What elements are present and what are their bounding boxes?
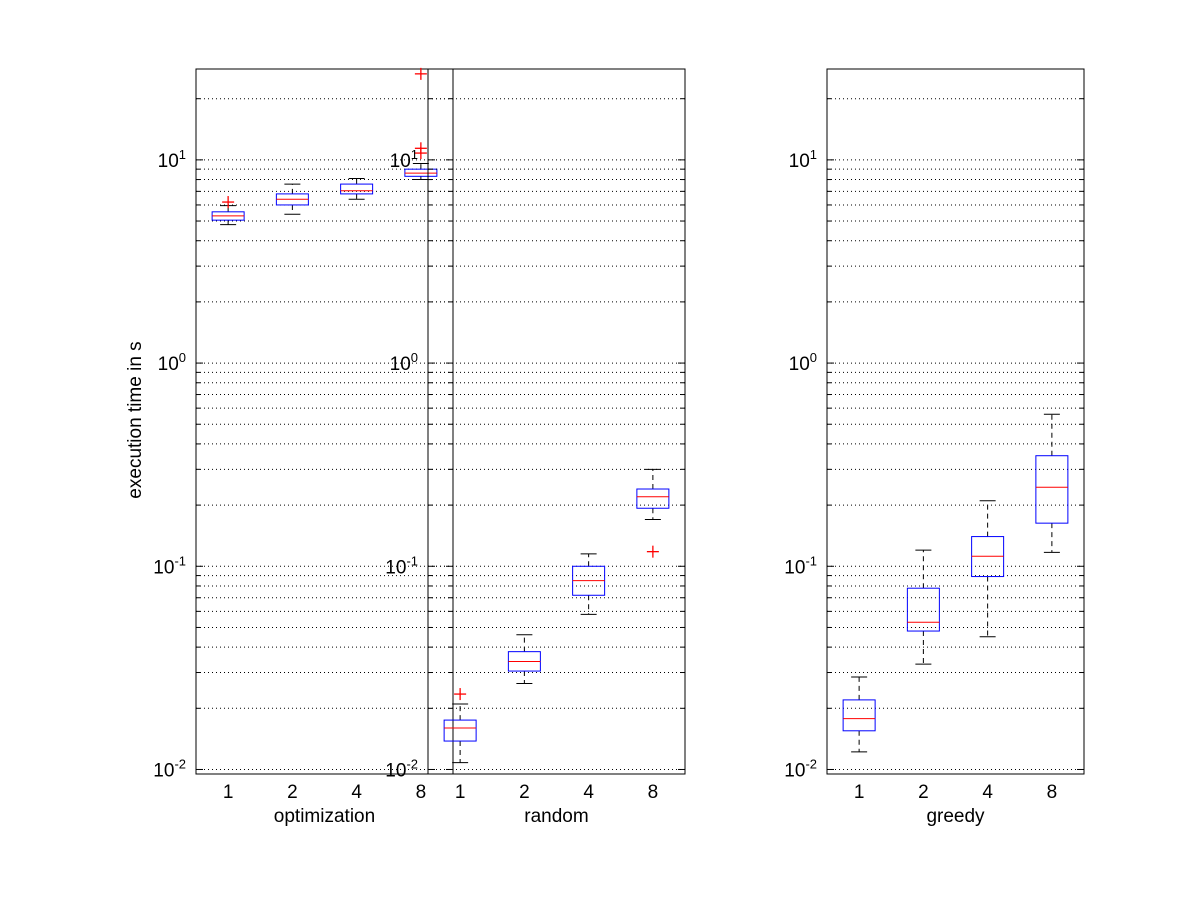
x-axis-label: greedy [926,806,985,827]
x-tick-label: 4 [982,782,993,803]
x-tick-label: 1 [455,782,466,803]
x-tick-label: 4 [583,782,594,803]
y-axis-label: execution time in s [125,341,146,498]
x-tick-label: 8 [416,782,427,803]
x-axis-label: random [524,806,588,827]
x-tick-label: 8 [648,782,659,803]
x-tick-label: 2 [519,782,530,803]
x-tick-label: 2 [287,782,298,803]
x-tick-label: 1 [223,782,234,803]
x-tick-label: 1 [854,782,865,803]
x-axis-label: optimization [274,806,375,827]
x-tick-label: 8 [1047,782,1058,803]
x-tick-label: 2 [918,782,929,803]
x-tick-label: 4 [351,782,362,803]
